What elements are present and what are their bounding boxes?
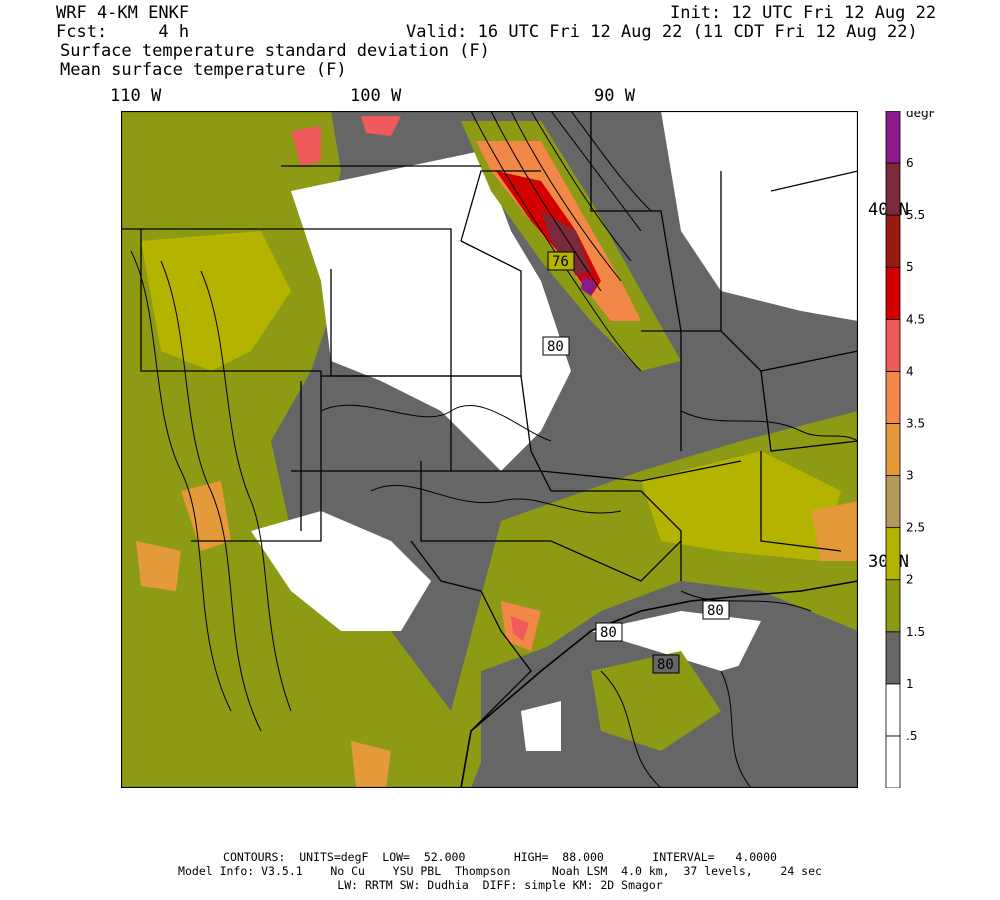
texas-coast-red xyxy=(511,616,529,641)
plains-white xyxy=(291,151,571,471)
legend-label-1: 1 xyxy=(906,677,914,691)
west-yellow xyxy=(141,231,291,371)
model-title: WRF 4-KM ENKF xyxy=(56,3,190,23)
legend-box-1 xyxy=(885,683,901,737)
legend-box-7 xyxy=(885,370,901,424)
gulf-coastline xyxy=(460,580,858,788)
legend-box-2 xyxy=(885,631,901,685)
legend-label-0: .5 xyxy=(906,729,917,743)
west-orange-a xyxy=(181,481,231,551)
upper-midwest-white xyxy=(661,111,858,321)
legend-label-8: 4.5 xyxy=(906,312,925,326)
legend-label-9: 5 xyxy=(906,260,914,274)
legend-box-3 xyxy=(885,579,901,633)
legend-label-5: 3 xyxy=(906,469,914,483)
north-red-spot-b xyxy=(361,116,401,136)
lon-label-110w: 110 W xyxy=(110,86,162,106)
southeast-yellow xyxy=(641,451,841,561)
contour-label-80-c: 80 xyxy=(707,603,724,619)
contour-label-80-d: 80 xyxy=(657,657,674,673)
map-frame xyxy=(121,111,858,788)
plume-dark xyxy=(541,211,591,276)
footer-model-info: Model Info: V3.5.1 No Cu YSU PBL Thompso… xyxy=(178,864,822,878)
footer-contours: CONTOURS: UNITS=degF LOW= 52.000 HIGH= 8… xyxy=(223,850,777,864)
legend-box-10 xyxy=(885,214,901,268)
valid-time: Valid: 16 UTC Fri 12 Aug 22 (11 CDT Fri … xyxy=(406,22,918,42)
legend-label-2: 1.5 xyxy=(906,625,925,639)
field-title-mean: Mean surface temperature (F) xyxy=(60,60,347,80)
color-legend: .5 1 1.5 2 2.5 3 3.5 4 4.5 5 5.5 6 degF xyxy=(885,111,936,788)
legend-box-11 xyxy=(885,162,901,216)
contour-label-80-b: 80 xyxy=(600,625,617,641)
init-time: Init: 12 UTC Fri 12 Aug 22 xyxy=(670,3,937,23)
gulf-olive-band xyxy=(591,651,721,751)
forecast-hour: Fcst: 4 h xyxy=(56,22,190,42)
legend-box-6 xyxy=(885,423,901,476)
gulf-white-patch xyxy=(521,701,561,751)
field-title-std: Surface temperature standard deviation (… xyxy=(60,41,490,61)
legend-box-4 xyxy=(885,527,901,581)
west-orange-c xyxy=(351,741,391,788)
map-plot: 76 80 80 80 80 xyxy=(121,111,858,788)
southeast-orange xyxy=(811,501,858,561)
temperature-contours xyxy=(130,111,858,788)
west-orange-b xyxy=(136,541,181,591)
legend-labels: .5 1 1.5 2 2.5 3 3.5 4 4.5 5 5.5 6 xyxy=(906,156,925,743)
footer-physics: LW: RRTM SW: Dudhia DIFF: simple KM: 2D … xyxy=(337,878,663,892)
lon-label-90w: 90 W xyxy=(594,86,635,106)
plume-purple xyxy=(581,276,597,296)
legend-box-0 xyxy=(885,735,901,788)
legend-label-3: 2 xyxy=(906,573,914,587)
legend-box-8 xyxy=(885,318,901,372)
legend-unit: degF xyxy=(906,111,936,120)
contour-label-80-a: 80 xyxy=(547,339,564,355)
legend-label-11: 6 xyxy=(906,156,914,170)
legend-color-boxes xyxy=(885,111,901,788)
legend-label-10: 5.5 xyxy=(906,208,925,222)
legend-box-12 xyxy=(885,111,901,164)
legend-label-4: 2.5 xyxy=(906,521,925,535)
legend-box-9 xyxy=(885,266,901,320)
north-red-spot-a xyxy=(291,126,321,166)
lon-label-100w: 100 W xyxy=(350,86,402,106)
legend-label-7: 4 xyxy=(906,364,914,378)
contour-labels: 76 80 80 80 80 xyxy=(542,251,730,674)
legend-box-5 xyxy=(885,475,901,529)
legend-label-6: 3.5 xyxy=(906,416,925,430)
contour-label-76: 76 xyxy=(552,254,569,270)
